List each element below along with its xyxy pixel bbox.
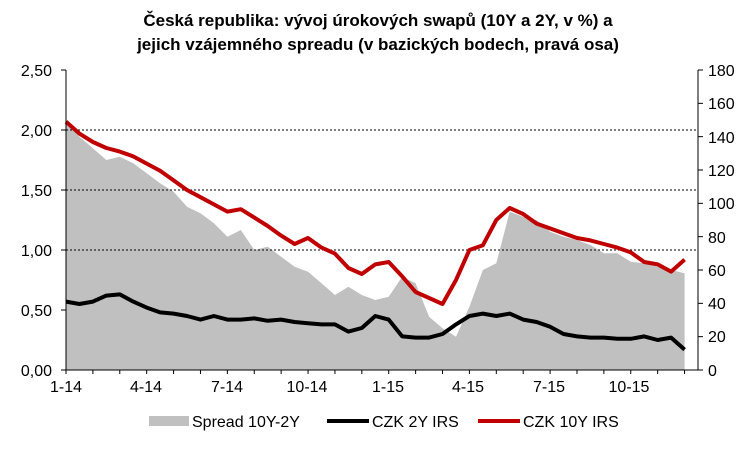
series-line-czk-2y bbox=[65, 292, 686, 352]
y-right-tick-labels: 0 20 40 60 80 100 120 140 160 180 bbox=[708, 63, 735, 380]
y-right-tick-label: 160 bbox=[708, 96, 735, 113]
series-line-czk-10y bbox=[64, 120, 686, 306]
y-left-tick-label: 0,00 bbox=[21, 363, 52, 380]
y-left-tick-label: 2,00 bbox=[21, 123, 52, 140]
x-tick-label: 4-14 bbox=[130, 379, 162, 396]
legend: Spread 10Y-2Y CZK 2Y IRS CZK 10Y IRS bbox=[149, 414, 619, 431]
spread-area-layer bbox=[66, 120, 685, 370]
x-tick-label: 10-15 bbox=[609, 379, 650, 396]
y-left-tick-label: 2,50 bbox=[21, 63, 52, 80]
legend-swatch-spread bbox=[149, 416, 189, 426]
series-area-spread bbox=[66, 120, 685, 370]
x-tick-label: 1-14 bbox=[50, 379, 82, 396]
x-tick-label: 4-15 bbox=[452, 379, 484, 396]
x-tick-label: 7-15 bbox=[533, 379, 565, 396]
y-left-tick-label: 0,50 bbox=[21, 303, 52, 320]
legend-label-2y: CZK 2Y IRS bbox=[372, 414, 459, 431]
y-right-tick-label: 20 bbox=[708, 329, 726, 346]
y-left-tick-label: 1,00 bbox=[21, 243, 52, 260]
y-right-tick-label: 180 bbox=[708, 63, 735, 80]
y-right-tick-label: 60 bbox=[708, 263, 726, 280]
gridlines bbox=[66, 129, 698, 251]
y-right-tick-label: 120 bbox=[708, 163, 735, 180]
y-right-tick-label: 40 bbox=[708, 296, 726, 313]
x-tick-labels: 1-14 4-14 7-14 10-14 1-15 4-15 7-15 10-1… bbox=[50, 379, 650, 396]
y-right-tick-label: 100 bbox=[708, 196, 735, 213]
chart-title-line-2: jejich vzájemného spreadu (v bazických b… bbox=[136, 35, 619, 54]
y-right-tick-label: 0 bbox=[708, 363, 717, 380]
x-tick-label: 10-14 bbox=[287, 379, 328, 396]
x-tick-label: 7-14 bbox=[211, 379, 243, 396]
chart-title-line-1: Česká republika: vývoj úrokových swapů (… bbox=[143, 11, 613, 30]
y-right-tick-label: 80 bbox=[708, 230, 726, 247]
series-lines bbox=[64, 120, 686, 352]
y-right-tick-label: 140 bbox=[708, 130, 735, 147]
legend-label-spread: Spread 10Y-2Y bbox=[192, 414, 300, 431]
y-left-tick-label: 1,50 bbox=[21, 183, 52, 200]
x-tick-label: 1-15 bbox=[372, 379, 404, 396]
axes bbox=[61, 69, 703, 374]
legend-label-10y: CZK 10Y IRS bbox=[523, 414, 619, 431]
y-left-tick-labels: 0,00 0,50 1,00 1,50 2,00 2,50 bbox=[21, 63, 52, 380]
